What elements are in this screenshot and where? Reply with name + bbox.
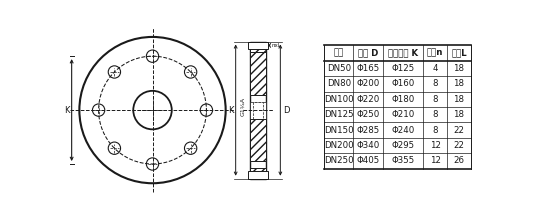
Text: Φ285: Φ285 xyxy=(356,126,380,135)
Bar xyxy=(250,42,267,52)
Text: Φ210: Φ210 xyxy=(391,110,414,119)
Text: 12: 12 xyxy=(430,141,441,150)
Text: 18: 18 xyxy=(453,79,464,89)
Text: Φ340: Φ340 xyxy=(356,141,380,150)
Text: G1¼A: G1¼A xyxy=(241,97,246,116)
Text: DN50: DN50 xyxy=(327,64,351,73)
Text: 8: 8 xyxy=(432,110,438,119)
Text: 外径 D: 外径 D xyxy=(358,49,378,58)
Text: Φ165: Φ165 xyxy=(356,64,380,73)
Text: DN250: DN250 xyxy=(324,156,354,165)
Text: 22: 22 xyxy=(453,126,464,135)
Bar xyxy=(248,42,268,49)
Text: 22: 22 xyxy=(453,141,464,150)
Bar xyxy=(248,171,268,179)
Text: Φ160: Φ160 xyxy=(391,79,414,89)
Text: 4: 4 xyxy=(432,64,438,73)
Bar xyxy=(250,52,267,95)
Text: Φ240: Φ240 xyxy=(391,126,414,135)
Text: K: K xyxy=(64,106,70,115)
Text: Φ220: Φ220 xyxy=(356,95,380,104)
Text: Φ180: Φ180 xyxy=(391,95,414,104)
Text: K: K xyxy=(228,106,234,115)
Text: 孔数n: 孔数n xyxy=(427,49,443,58)
Text: 8: 8 xyxy=(432,79,438,89)
Text: DN100: DN100 xyxy=(324,95,354,104)
Text: 8: 8 xyxy=(432,126,438,135)
Bar xyxy=(250,102,267,119)
Text: 18: 18 xyxy=(453,64,464,73)
Text: DN200: DN200 xyxy=(324,141,354,150)
Bar xyxy=(250,168,267,179)
Text: DN150: DN150 xyxy=(324,126,354,135)
Text: Φ125: Φ125 xyxy=(391,64,414,73)
Text: nxL: nxL xyxy=(271,43,281,48)
Text: 规格: 规格 xyxy=(334,49,344,58)
Text: DN125: DN125 xyxy=(324,110,354,119)
Text: Φ405: Φ405 xyxy=(356,156,380,165)
Text: Φ200: Φ200 xyxy=(356,79,380,89)
Text: 26: 26 xyxy=(453,156,464,165)
Text: Φ355: Φ355 xyxy=(391,156,414,165)
Text: 18: 18 xyxy=(453,110,464,119)
Bar xyxy=(250,42,267,179)
Text: 中心孔距 K: 中心孔距 K xyxy=(388,49,418,58)
Text: 18: 18 xyxy=(453,95,464,104)
Text: D: D xyxy=(283,106,290,115)
Text: Φ250: Φ250 xyxy=(356,110,380,119)
Text: 孔径L: 孔径L xyxy=(451,49,467,58)
Text: Φ295: Φ295 xyxy=(391,141,414,150)
Text: DN80: DN80 xyxy=(327,79,351,89)
Bar xyxy=(250,119,267,161)
Text: 8: 8 xyxy=(432,95,438,104)
Text: 12: 12 xyxy=(430,156,441,165)
Bar xyxy=(254,102,263,119)
